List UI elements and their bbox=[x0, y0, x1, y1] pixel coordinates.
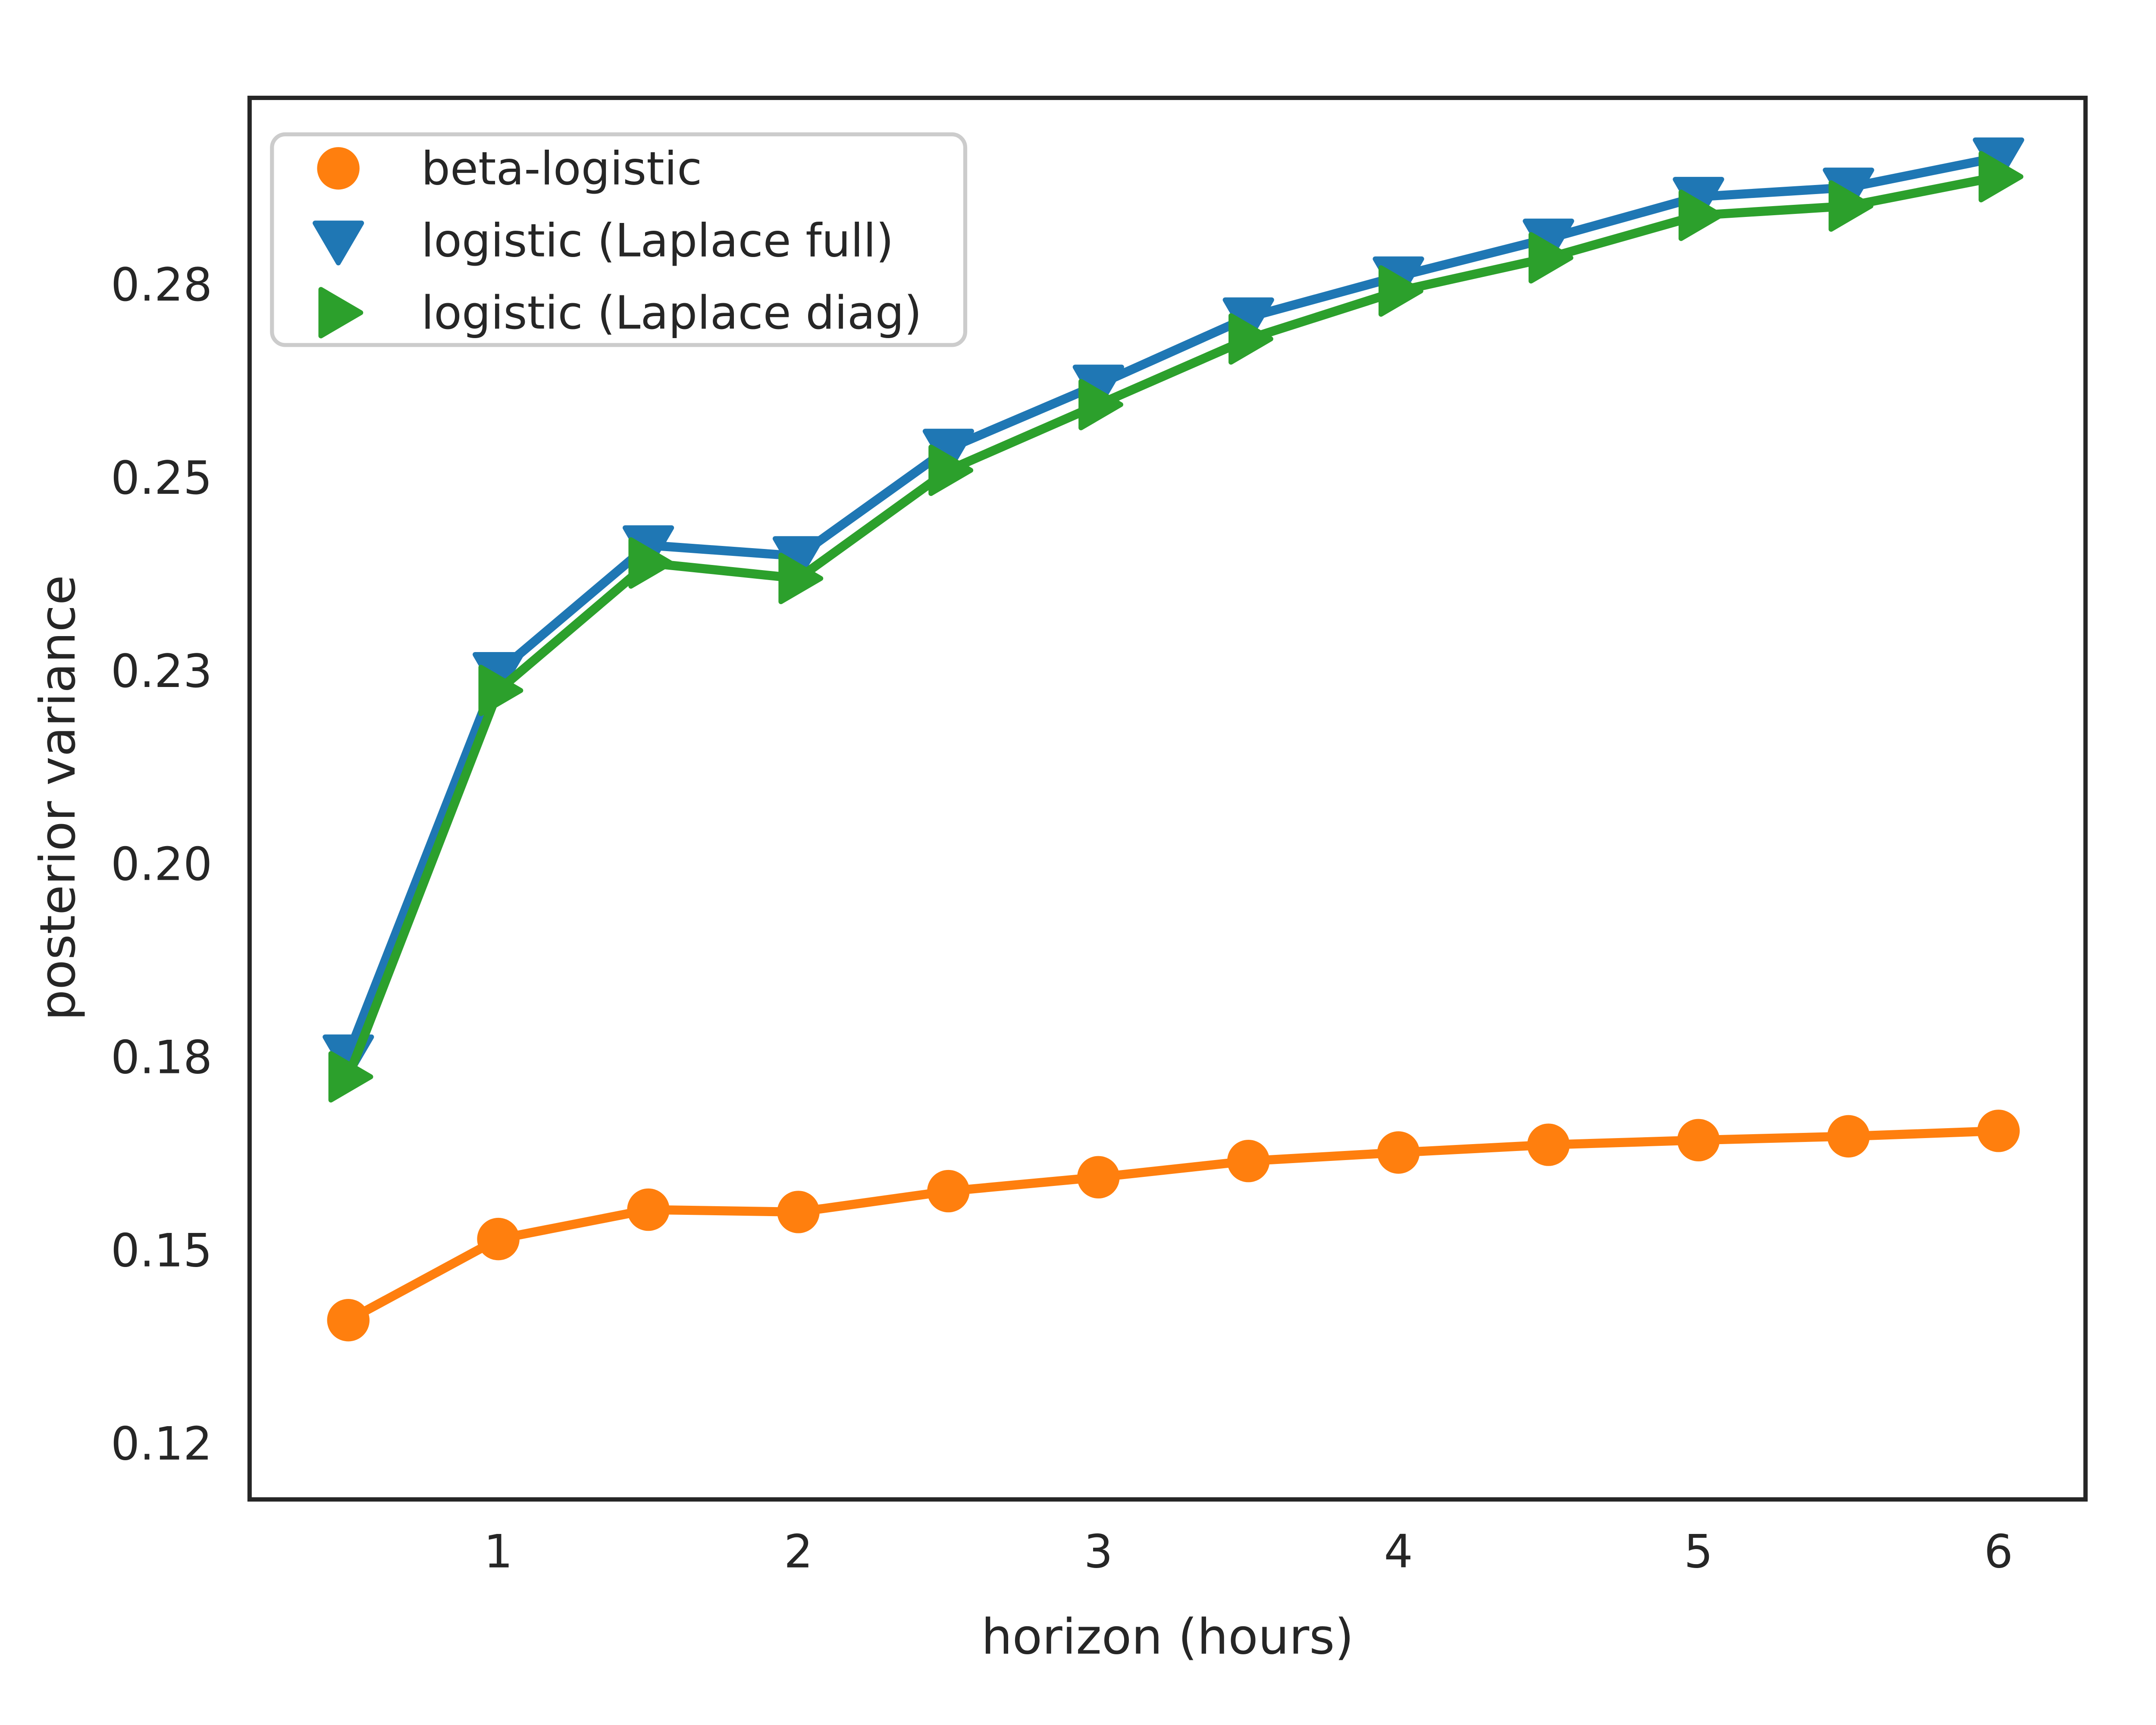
legend-entry-label: beta-logistic bbox=[421, 142, 702, 195]
data-point-marker bbox=[928, 444, 974, 496]
series-logistic-laplace-diag- bbox=[328, 151, 2024, 1103]
triangle-down-icon bbox=[313, 220, 364, 266]
y-tick-label: 0.23 bbox=[111, 645, 212, 698]
data-point-marker bbox=[327, 1299, 370, 1342]
y-tick-labels: 0.12 0.15 0.18 0.20 0.23 0.25 0.28 bbox=[111, 258, 212, 1470]
data-point-marker bbox=[1077, 1156, 1120, 1199]
x-tick-label: 1 bbox=[484, 1525, 513, 1578]
series-line bbox=[344, 1126, 2003, 1325]
y-tick-label: 0.25 bbox=[111, 452, 212, 505]
y-tick-label: 0.15 bbox=[111, 1224, 212, 1277]
legend: beta-logistic logistic (Laplace full) logi… bbox=[270, 132, 968, 347]
data-point-marker bbox=[777, 1191, 820, 1233]
series-line bbox=[344, 172, 2003, 1082]
data-point-marker bbox=[1227, 1139, 1270, 1182]
data-point-marker bbox=[1827, 1115, 1870, 1158]
series-line bbox=[344, 153, 2003, 1059]
data-point-marker bbox=[1828, 180, 1874, 232]
triangle-right-icon bbox=[318, 287, 364, 339]
data-series bbox=[323, 137, 2024, 1342]
x-tick-label: 6 bbox=[1984, 1525, 2013, 1578]
data-point-marker bbox=[1377, 1131, 1420, 1174]
series-beta-logistic bbox=[327, 1110, 2020, 1342]
x-tick-labels: 1 2 3 4 5 6 bbox=[484, 1525, 2013, 1578]
data-point-marker bbox=[478, 665, 523, 716]
x-tick-label: 2 bbox=[784, 1525, 813, 1578]
x-tick-label: 5 bbox=[1684, 1525, 1713, 1578]
data-point-marker bbox=[927, 1170, 970, 1213]
x-tick-label: 3 bbox=[1084, 1525, 1113, 1578]
legend-entry: logistic (Laplace full) bbox=[313, 214, 894, 267]
data-point-marker bbox=[1977, 1110, 2020, 1152]
y-tick-label: 0.18 bbox=[111, 1031, 212, 1084]
data-point-marker bbox=[477, 1217, 520, 1261]
data-point-marker bbox=[328, 1051, 373, 1103]
legend-entry-label: logistic (Laplace diag) bbox=[421, 286, 922, 339]
data-point-marker bbox=[1678, 189, 1724, 241]
data-point-marker bbox=[1527, 1123, 1570, 1166]
legend-entry: beta-logistic bbox=[317, 142, 702, 195]
data-point-marker bbox=[1228, 313, 1273, 365]
y-tick-label: 0.20 bbox=[111, 838, 212, 891]
x-tick-label: 4 bbox=[1384, 1525, 1413, 1578]
circle-icon bbox=[317, 147, 360, 190]
y-axis-label: posterior variance bbox=[29, 575, 86, 1021]
legend-entry-label: logistic (Laplace full) bbox=[421, 214, 894, 267]
data-point-marker bbox=[1528, 232, 1573, 284]
data-point-marker bbox=[1078, 379, 1123, 430]
data-point-marker bbox=[1378, 265, 1423, 317]
data-point-marker bbox=[1978, 151, 2024, 203]
axes-spines bbox=[247, 95, 2088, 1502]
legend-box bbox=[270, 132, 968, 347]
data-point-marker bbox=[627, 1188, 670, 1231]
data-point-marker bbox=[1677, 1119, 1720, 1162]
x-axis-label: horizon (hours) bbox=[981, 1609, 1354, 1665]
y-tick-label: 0.12 bbox=[111, 1417, 212, 1470]
y-tick-label: 0.28 bbox=[111, 258, 212, 311]
data-point-marker bbox=[778, 552, 824, 604]
legend-entry: logistic (Laplace diag) bbox=[318, 286, 922, 339]
data-point-marker bbox=[628, 537, 674, 589]
